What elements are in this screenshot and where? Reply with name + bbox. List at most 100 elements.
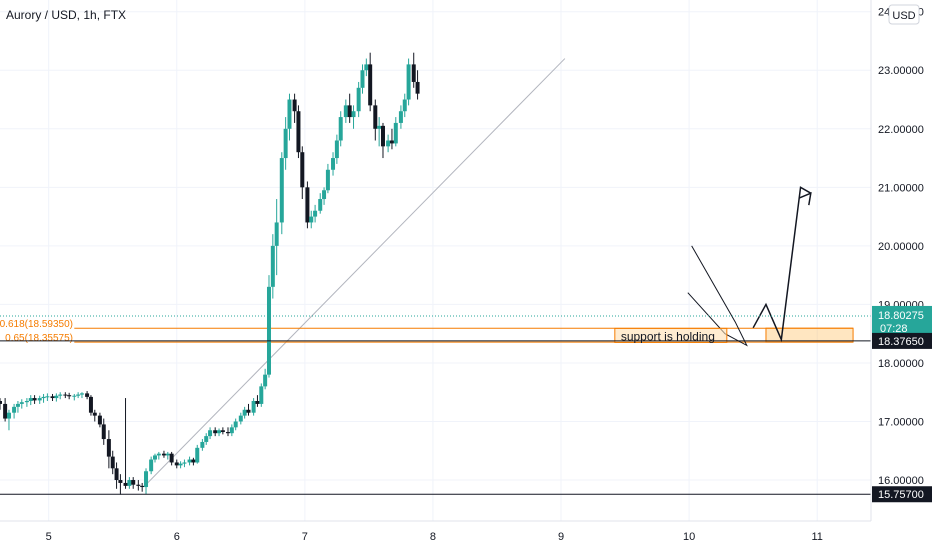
candle-body bbox=[364, 64, 369, 71]
candle-body bbox=[300, 152, 305, 188]
price-axis-background[interactable] bbox=[871, 0, 932, 550]
candle-body bbox=[360, 70, 365, 88]
candle-body bbox=[368, 64, 373, 106]
candle-body bbox=[343, 105, 348, 118]
candle-body bbox=[136, 484, 141, 486]
candle-body bbox=[318, 199, 323, 211]
candle-body bbox=[195, 447, 200, 463]
candle-body bbox=[347, 105, 352, 118]
candle-body bbox=[32, 398, 37, 401]
candle-body bbox=[217, 430, 222, 434]
candle-body bbox=[266, 286, 271, 375]
candle-body bbox=[331, 158, 336, 170]
currency-badge[interactable]: USD bbox=[888, 4, 920, 25]
fib-level-label: 0.65(18.35575) bbox=[5, 333, 73, 344]
candle-body bbox=[313, 210, 318, 217]
price-tick-label: 18.00000 bbox=[878, 358, 924, 370]
candle-body bbox=[0, 400, 2, 404]
candle-body bbox=[220, 430, 225, 433]
candle-body bbox=[85, 393, 90, 397]
candle-body bbox=[6, 412, 11, 419]
candle-body bbox=[118, 480, 123, 483]
candle-body bbox=[204, 436, 209, 442]
candle-body bbox=[144, 471, 149, 488]
candle-body bbox=[200, 441, 205, 448]
candle-body bbox=[110, 456, 115, 469]
candle-body bbox=[255, 400, 260, 404]
candle-body bbox=[242, 409, 247, 416]
candle-body bbox=[402, 99, 407, 112]
candle-body bbox=[279, 158, 284, 223]
time-tick-label: 7 bbox=[302, 531, 308, 543]
time-tick-label: 10 bbox=[683, 531, 695, 543]
candle-body bbox=[380, 125, 385, 147]
trendline-layer bbox=[144, 58, 566, 487]
candle-body bbox=[19, 402, 24, 404]
time-tick-label: 5 bbox=[46, 531, 52, 543]
candle-body bbox=[233, 421, 238, 428]
candle-body bbox=[292, 99, 297, 112]
candle-body bbox=[169, 453, 174, 463]
candle-body bbox=[12, 406, 17, 413]
candle-body bbox=[178, 463, 183, 466]
price-lines bbox=[0, 315, 871, 495]
trendline bbox=[144, 58, 566, 487]
candle-body bbox=[270, 245, 275, 287]
level-price-value: 15.75700 bbox=[878, 489, 924, 501]
candle-body bbox=[411, 64, 416, 82]
time-tick-label: 8 bbox=[430, 531, 436, 543]
candle-body bbox=[334, 140, 339, 159]
candle-body bbox=[67, 395, 72, 397]
time-tick-label: 6 bbox=[174, 531, 180, 543]
candle-body bbox=[296, 111, 301, 153]
candle-body bbox=[131, 480, 136, 485]
level-price-tag bbox=[872, 486, 932, 503]
annotation-text: support is holding bbox=[621, 329, 715, 343]
price-tick-label: 21.00000 bbox=[878, 182, 924, 194]
candle-body bbox=[305, 187, 310, 223]
candle-body bbox=[238, 415, 243, 422]
candle-body bbox=[174, 462, 179, 466]
candle-body bbox=[406, 64, 411, 100]
candle-body bbox=[338, 117, 343, 141]
candle-body bbox=[79, 393, 84, 395]
candle-body bbox=[58, 394, 63, 396]
candle-body bbox=[156, 453, 161, 456]
candle-body bbox=[76, 394, 81, 396]
support-zone bbox=[765, 327, 854, 343]
price-tick-label: 17.00000 bbox=[878, 416, 924, 428]
time-axis: 5 6 7 8 9 10 11 bbox=[46, 531, 823, 543]
candle-body bbox=[123, 482, 128, 486]
candle-body bbox=[373, 105, 378, 129]
candle-body bbox=[41, 396, 46, 399]
candle-body bbox=[92, 412, 97, 416]
candle-body bbox=[213, 430, 218, 434]
price-tick-label: 16.00000 bbox=[878, 475, 924, 487]
candle-countdown: 07:28 bbox=[880, 323, 908, 335]
candle-body bbox=[225, 432, 230, 434]
candle-body bbox=[351, 111, 356, 118]
current-price-tag bbox=[872, 305, 932, 336]
chart-title: Aurory / USD, 1h, FTX bbox=[6, 8, 126, 22]
candle-body bbox=[274, 222, 279, 246]
candle-body bbox=[50, 396, 55, 399]
fib-level-label: 0.618(18.59350) bbox=[0, 319, 73, 330]
candle-body bbox=[165, 453, 170, 456]
candle-body bbox=[386, 140, 391, 147]
candle-body bbox=[283, 128, 288, 159]
candle-body bbox=[287, 99, 292, 129]
candles bbox=[0, 52, 420, 495]
candle-body bbox=[251, 400, 256, 413]
currency-badge-box bbox=[888, 4, 920, 25]
candle-body bbox=[140, 485, 145, 488]
price-tick-label: 23.00000 bbox=[878, 65, 924, 77]
candle-body bbox=[97, 415, 102, 425]
price-tick-label: 20.00000 bbox=[878, 241, 924, 253]
candle-body bbox=[63, 394, 68, 396]
candle-body bbox=[415, 81, 420, 94]
candle-body bbox=[259, 386, 264, 404]
price-tick-label: 22.00000 bbox=[878, 124, 924, 136]
candle-body bbox=[37, 398, 42, 401]
candle-body bbox=[322, 190, 327, 200]
